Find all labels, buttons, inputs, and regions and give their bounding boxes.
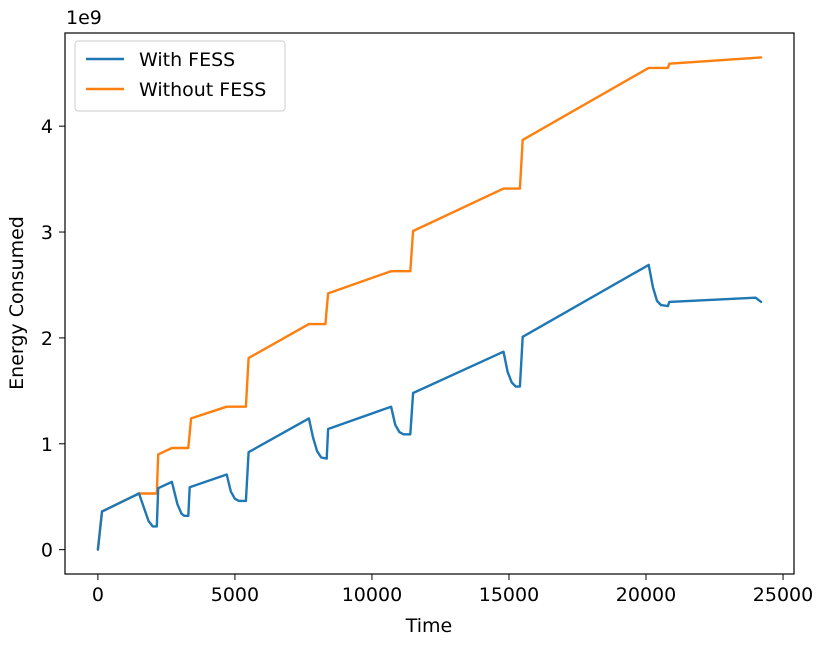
x-tick-label: 10000	[342, 584, 402, 606]
y-tick-label: 0	[41, 540, 53, 562]
plot-background	[65, 33, 794, 574]
y-tick-label: 2	[41, 328, 53, 350]
x-tick-label: 5000	[211, 584, 259, 606]
x-axis-label: Time	[405, 615, 453, 637]
y-scale-label: 1e9	[66, 7, 102, 29]
y-tick-label: 4	[41, 116, 53, 138]
x-tick-label: 25000	[753, 584, 813, 606]
y-axis: 0 1 2 3 4	[41, 116, 65, 562]
legend-box	[74, 40, 286, 112]
legend-label: Without FESS	[139, 79, 266, 101]
x-tick-label: 15000	[479, 584, 539, 606]
y-axis-label: Energy Consumed	[6, 216, 28, 390]
x-tick-label: 20000	[616, 584, 676, 606]
y-tick-label: 3	[41, 222, 53, 244]
x-axis: 0 5000 10000 15000 20000 25000	[92, 574, 813, 606]
series-layer	[96, 56, 763, 551]
series-line-with-fess	[96, 263, 763, 551]
legend-items: With FESS Without FESS	[86, 49, 266, 101]
plot-frame	[64, 32, 795, 575]
legend: With FESS Without FESS	[74, 40, 286, 112]
x-tick-label: 0	[92, 584, 104, 606]
series-line-without-fess	[96, 56, 763, 551]
legend-label: With FESS	[139, 49, 235, 71]
y-tick-label: 1	[41, 434, 53, 456]
